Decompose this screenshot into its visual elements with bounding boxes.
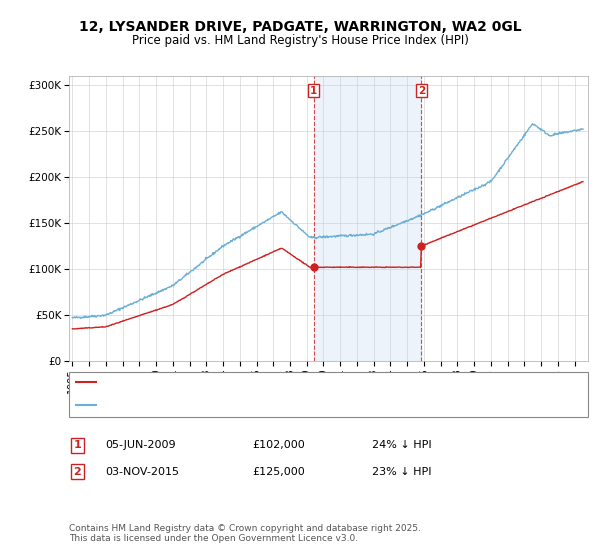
Text: 2: 2 bbox=[418, 86, 425, 96]
Text: 12, LYSANDER DRIVE, PADGATE, WARRINGTON, WA2 0GL: 12, LYSANDER DRIVE, PADGATE, WARRINGTON,… bbox=[79, 20, 521, 34]
Text: 03-NOV-2015: 03-NOV-2015 bbox=[105, 466, 179, 477]
Text: 1: 1 bbox=[310, 86, 317, 96]
Text: 23% ↓ HPI: 23% ↓ HPI bbox=[372, 466, 431, 477]
Text: HPI: Average price, semi-detached house, Warrington: HPI: Average price, semi-detached house,… bbox=[100, 400, 380, 410]
Text: £102,000: £102,000 bbox=[252, 440, 305, 450]
Text: Contains HM Land Registry data © Crown copyright and database right 2025.
This d: Contains HM Land Registry data © Crown c… bbox=[69, 524, 421, 543]
Text: Price paid vs. HM Land Registry's House Price Index (HPI): Price paid vs. HM Land Registry's House … bbox=[131, 34, 469, 46]
Text: £125,000: £125,000 bbox=[252, 466, 305, 477]
Text: 05-JUN-2009: 05-JUN-2009 bbox=[105, 440, 176, 450]
Text: 2: 2 bbox=[74, 466, 81, 477]
Text: 12, LYSANDER DRIVE, PADGATE, WARRINGTON, WA2 0GL (semi-detached house): 12, LYSANDER DRIVE, PADGATE, WARRINGTON,… bbox=[100, 377, 520, 388]
Text: 1: 1 bbox=[74, 440, 81, 450]
Text: 24% ↓ HPI: 24% ↓ HPI bbox=[372, 440, 431, 450]
Bar bbox=[314, 76, 421, 361]
